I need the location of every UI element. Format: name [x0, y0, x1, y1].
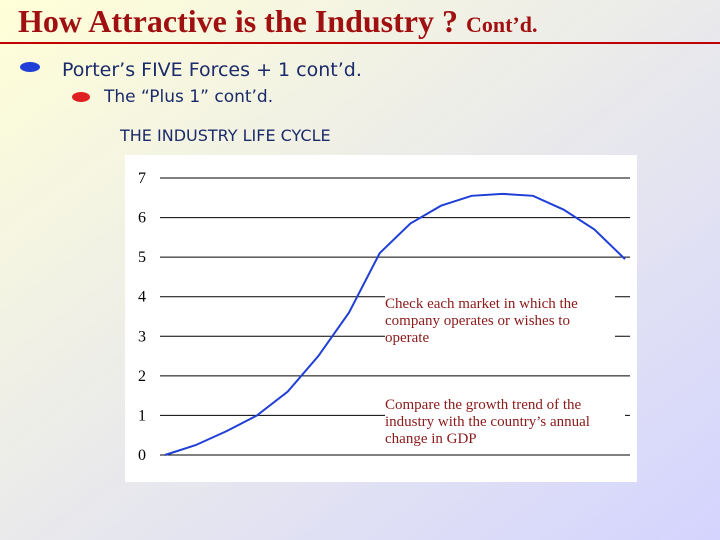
bullet-icon — [20, 62, 40, 72]
y-tick-label: 2 — [138, 368, 146, 385]
bullet-icon — [72, 92, 90, 102]
y-tick-label: 0 — [138, 447, 146, 464]
y-tick-label: 4 — [138, 289, 146, 306]
slide-title: How Attractive is the Industry ? Cont’d. — [18, 3, 537, 39]
y-tick-label: 5 — [138, 249, 146, 266]
y-tick-label: 7 — [138, 170, 146, 187]
bullet-text: Porter’s FIVE Forces + 1 cont’d. — [62, 59, 362, 81]
y-tick-label: 1 — [138, 407, 146, 424]
y-tick-label: 6 — [138, 210, 146, 227]
annotation: Check each market in which the company o… — [385, 296, 615, 347]
chart-heading: THE INDUSTRY LIFE CYCLE — [119, 126, 331, 145]
bullet-text: The “Plus 1” cont’d. — [103, 87, 273, 107]
y-tick-label: 3 — [138, 328, 146, 345]
annotation: Compare the growth trend of the industry… — [385, 397, 625, 448]
data-line — [164, 192, 626, 456]
